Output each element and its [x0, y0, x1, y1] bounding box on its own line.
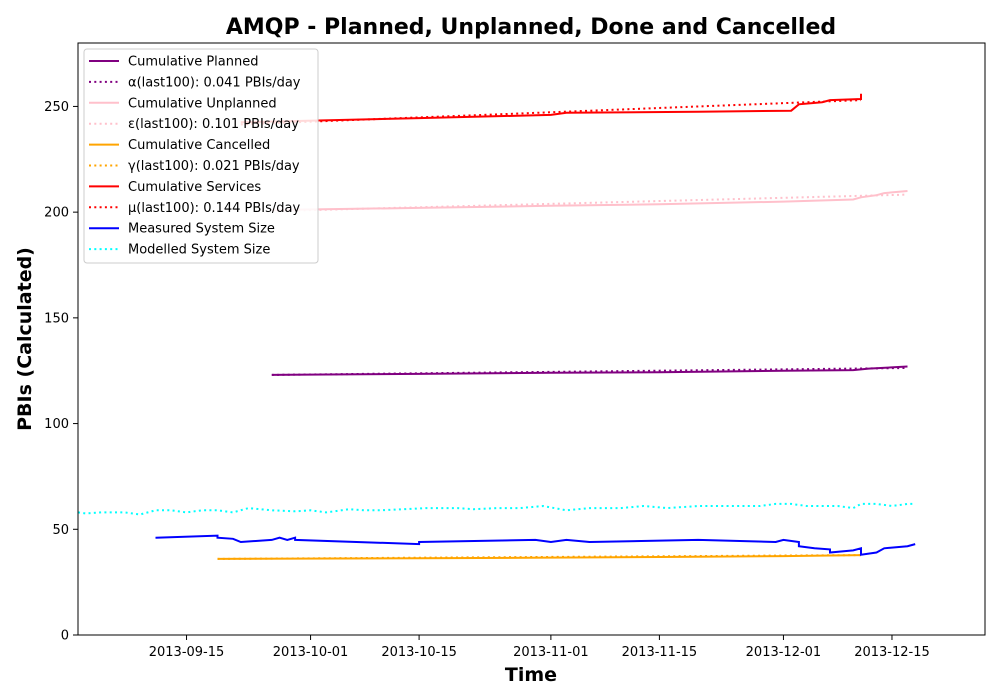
x-tick-label: 2013-11-15 — [622, 645, 698, 660]
x-tick-label: 2013-09-15 — [149, 645, 225, 660]
series-line-cumulative-services — [240, 93, 862, 124]
legend-label-last100-0-101-pbis-day: ε(last100): 0.101 PBIs/day — [128, 117, 299, 132]
legend-label-last100-0-144-pbis-day: μ(last100): 0.144 PBIs/day — [128, 201, 300, 216]
x-tick-label: 2013-11-01 — [513, 645, 589, 660]
x-tick-label: 2013-12-01 — [746, 645, 822, 660]
legend-label-cumulative-planned: Cumulative Planned — [128, 55, 258, 70]
y-tick-label: 100 — [44, 417, 69, 432]
x-tick-label: 2013-10-15 — [381, 645, 457, 660]
x-tick-label: 2013-10-01 — [273, 645, 349, 660]
legend-label-last100-0-041-pbis-day: α(last100): 0.041 PBIs/day — [128, 75, 301, 90]
series-line-last100-0-021-pbis-day — [217, 554, 862, 560]
chart-title: AMQP - Planned, Unplanned, Done and Canc… — [226, 15, 836, 40]
legend-label-cumulative-cancelled: Cumulative Cancelled — [128, 138, 270, 153]
y-tick-label: 250 — [44, 100, 69, 115]
legend-label-measured-system-size: Measured System Size — [128, 222, 275, 237]
legend-label-last100-0-021-pbis-day: γ(last100): 0.021 PBIs/day — [128, 159, 300, 174]
x-axis-label: Time — [505, 664, 557, 686]
y-tick-label: 50 — [52, 523, 69, 538]
y-tick-label: 0 — [61, 629, 69, 644]
series-line-modelled-system-size — [77, 502, 916, 516]
series-line-measured-system-size — [155, 534, 916, 556]
series-line-cumulative-unplanned — [271, 190, 908, 211]
y-tick-label: 150 — [44, 311, 69, 326]
plot-frame — [77, 42, 986, 636]
axes: 2013-09-15 2013-10-01 2013-10-15 2013-11-01… — [44, 42, 986, 660]
y-axis-label: PBIs (Calculated) — [14, 247, 36, 431]
plot-area — [77, 93, 916, 560]
y-tick-label: 200 — [44, 206, 69, 221]
legend: Cumulative Planned α(last100): 0.041 PBIs… — [83, 48, 319, 264]
legend-label-cumulative-services: Cumulative Services — [128, 180, 261, 195]
legend-label-modelled-system-size: Modelled System Size — [128, 243, 270, 258]
legend-label-cumulative-unplanned: Cumulative Unplanned — [128, 96, 277, 111]
x-tick-label: 2013-12-15 — [854, 645, 930, 660]
legend-box — [83, 48, 319, 264]
